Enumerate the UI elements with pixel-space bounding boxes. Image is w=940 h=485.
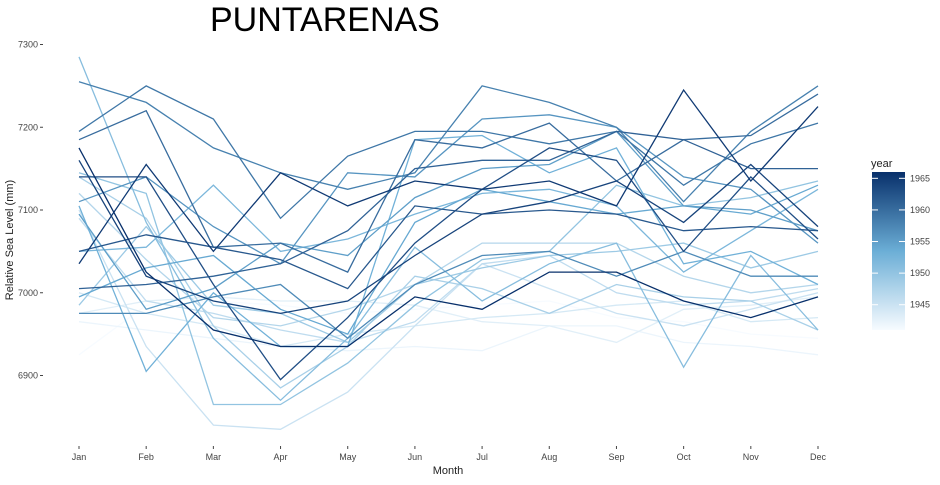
series-line-1957 (79, 250, 818, 340)
x-axis: Jan Feb Mar Apr May Jun Jul Aug Sep Oct Nov Dec (72, 446, 827, 462)
series-line-1963 (79, 147, 819, 381)
y-tick-label: 7300 (18, 40, 38, 50)
x-tick-label: Aug (541, 452, 557, 462)
x-tick-label: Jun (408, 452, 423, 462)
series-line-1945 (78, 209, 819, 430)
series-line-1954 (78, 184, 819, 335)
x-tick-label: Dec (810, 452, 827, 462)
x-tick-label: Mar (206, 452, 222, 462)
legend-tick-label: 1950 (910, 268, 930, 278)
series-line-1951 (78, 56, 819, 402)
x-tick-label: Sep (608, 452, 624, 462)
x-tick-label: Jul (476, 452, 488, 462)
y-tick-label: 7000 (18, 288, 38, 298)
legend-tick-label: 1965 (910, 173, 930, 183)
y-axis: 6900 7000 7100 7200 7300 (18, 40, 43, 381)
legend-tick-label: 1945 (910, 300, 930, 310)
legend-ticks: 1945 1950 1955 1960 1965 (872, 173, 930, 310)
series-line-1946 (78, 217, 819, 344)
series-line-1966 (78, 147, 819, 348)
series-line-1955 (78, 130, 819, 311)
series-line-1949 (78, 225, 819, 344)
chart-title: PUNTARENAS (210, 1, 440, 39)
series-line-1960 (78, 93, 819, 273)
series-line-1953 (78, 134, 819, 373)
series-line-1959 (78, 85, 819, 220)
series-line-1962 (78, 205, 819, 290)
y-axis-label: Relative Sea Level (mm) (4, 180, 16, 300)
x-axis-label: Month (433, 465, 464, 477)
legend-tick-label: 1960 (910, 205, 930, 215)
x-tick-label: Jan (72, 452, 87, 462)
series-lines (78, 56, 819, 430)
y-tick-label: 6900 (18, 371, 38, 381)
series-line-1942 (78, 321, 819, 356)
series-line-1943 (78, 296, 819, 344)
series-line-1961 (78, 130, 818, 290)
series-line-1964 (78, 159, 819, 315)
x-tick-label: Apr (274, 452, 288, 462)
series-line-1950 (78, 172, 819, 406)
y-tick-label: 7100 (18, 205, 38, 215)
x-tick-label: May (339, 452, 357, 462)
legend-title: year (871, 158, 893, 170)
color-legend: year 1945 1950 1955 1960 1965 (871, 158, 930, 330)
legend-colorbar (872, 172, 905, 330)
series-line-1958 (78, 81, 819, 203)
y-tick-label: 7200 (18, 122, 38, 132)
x-tick-label: Oct (677, 452, 692, 462)
x-tick-label: Nov (743, 452, 760, 462)
x-tick-label: Feb (138, 452, 154, 462)
series-line-1952 (78, 184, 819, 273)
series-line-1965 (78, 88, 819, 265)
legend-tick-label: 1955 (910, 237, 930, 247)
